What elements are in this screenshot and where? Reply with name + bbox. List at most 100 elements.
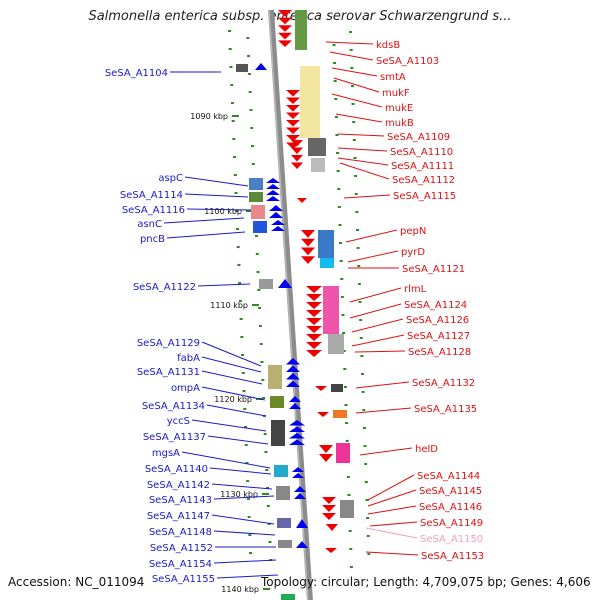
guide-dot xyxy=(340,296,344,298)
right-gene-label: SeSA_A1110 xyxy=(390,147,453,158)
right-gene-label: SeSA_A1121 xyxy=(402,264,465,275)
left-gene-label: SeSA_A1129 xyxy=(137,338,200,349)
right-gene-label: SeSA_A1150 xyxy=(420,534,483,545)
left-leader-line xyxy=(207,435,269,445)
guide-dot xyxy=(355,211,359,213)
reverse-gene-arrow xyxy=(326,524,338,531)
guide-dot xyxy=(357,283,361,285)
forward-gene-block xyxy=(253,221,267,233)
forward-gene-arrow xyxy=(292,473,304,478)
forward-gene-arrow xyxy=(296,519,308,528)
guide-dot xyxy=(260,361,264,363)
right-gene-label: SeSA_A1145 xyxy=(419,486,482,497)
scale-label: 1140 kbp xyxy=(221,585,259,594)
left-gene-label: SeSA_A1148 xyxy=(149,527,212,538)
reverse-gene-arrow xyxy=(306,302,322,309)
forward-gene-arrow xyxy=(289,426,305,432)
guide-dot xyxy=(343,368,347,370)
forward-gene-arrow xyxy=(266,178,280,183)
guide-dot xyxy=(258,307,262,309)
left-leader-line xyxy=(213,559,277,564)
guide-dot xyxy=(356,247,360,249)
right-gene-label: smtA xyxy=(380,72,406,83)
reverse-gene-arrow xyxy=(306,294,322,301)
left-leader-line xyxy=(166,231,246,239)
chromosome-backbone xyxy=(268,9,313,600)
right-leader-line xyxy=(345,229,398,243)
right-gene-label: pepN xyxy=(400,226,426,237)
guide-dot xyxy=(354,175,358,177)
right-gene-label: helD xyxy=(415,444,438,455)
guide-dot xyxy=(361,391,365,393)
reverse-gene-block xyxy=(320,258,334,268)
guide-dot xyxy=(333,62,337,64)
guide-dot xyxy=(251,145,255,147)
guide-dot xyxy=(265,469,269,471)
right-leader-line xyxy=(337,157,389,166)
reverse-gene-block xyxy=(300,66,320,138)
scale-label: 1130 kbp xyxy=(220,490,258,499)
guide-dot xyxy=(345,422,349,424)
scale-tick xyxy=(252,304,259,306)
guide-dot xyxy=(268,541,272,543)
scale-tick xyxy=(262,493,269,495)
guide-dot xyxy=(337,206,341,208)
reverse-gene-arrow xyxy=(286,135,300,142)
left-gene-label: SeSA_A1122 xyxy=(133,282,196,293)
guide-dot xyxy=(240,336,244,338)
forward-gene-block xyxy=(251,205,265,219)
guide-dot xyxy=(228,48,232,50)
forward-gene-arrow xyxy=(255,63,267,70)
guide-dot xyxy=(349,566,353,568)
left-gene-label: fabA xyxy=(177,353,200,364)
guide-dot xyxy=(363,445,367,447)
guide-dot xyxy=(259,343,263,345)
left-gene-label: SeSA_A1134 xyxy=(142,401,205,412)
right-leader-line xyxy=(365,527,418,539)
guide-dot xyxy=(261,379,265,381)
right-leader-line xyxy=(351,318,404,333)
forward-gene-block xyxy=(249,192,263,202)
right-leader-line xyxy=(331,67,378,77)
guide-dot xyxy=(350,67,354,69)
guide-dot xyxy=(235,210,239,212)
left-leader-line xyxy=(201,386,266,401)
reverse-gene-arrow xyxy=(301,238,315,247)
forward-gene-arrow xyxy=(294,493,306,499)
guide-dot xyxy=(339,260,343,262)
forward-gene-arrow xyxy=(266,196,280,201)
guide-dot xyxy=(361,373,365,375)
guide-dot xyxy=(343,386,347,388)
left-leader-line xyxy=(181,451,271,469)
left-leader-line xyxy=(206,404,267,417)
left-gene-label: yccS xyxy=(167,416,190,427)
guide-dot xyxy=(362,427,366,429)
guide-dot xyxy=(342,350,346,352)
reverse-gene-arrow xyxy=(306,286,322,293)
reverse-gene-arrow xyxy=(286,127,300,134)
guide-dot xyxy=(243,408,247,410)
guide-dot xyxy=(340,278,344,280)
guide-dot xyxy=(254,235,258,237)
left-leader-line xyxy=(184,193,249,198)
left-leader-line xyxy=(213,530,276,536)
left-gene-label: pncB xyxy=(140,234,165,245)
right-gene-label: SeSA_A1149 xyxy=(420,518,483,529)
reverse-gene-block xyxy=(331,384,343,392)
left-gene-label: SeSA_A1155 xyxy=(152,574,215,585)
guide-dot xyxy=(246,37,250,39)
left-leader-line xyxy=(201,356,262,373)
guide-dot xyxy=(263,433,267,435)
forward-gene-arrow xyxy=(269,212,283,218)
guide-dot xyxy=(248,534,252,536)
left-leader-line xyxy=(209,467,272,475)
guide-dot xyxy=(352,139,356,141)
guide-dot xyxy=(334,98,338,100)
guide-dot xyxy=(243,426,247,428)
right-gene-label: SeSA_A1153 xyxy=(421,551,484,562)
guide-dot xyxy=(249,109,253,111)
forward-gene-arrow xyxy=(289,433,305,439)
reverse-gene-arrow xyxy=(306,318,322,325)
right-leader-line xyxy=(337,133,385,137)
forward-gene-block xyxy=(276,486,290,500)
